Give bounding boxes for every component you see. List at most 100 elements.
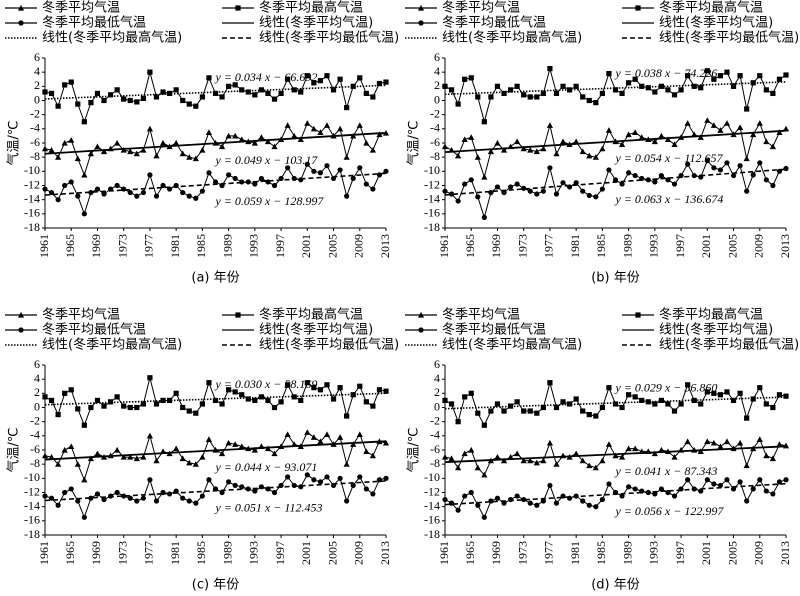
- marker-square: [547, 66, 553, 72]
- marker-circle: [226, 479, 232, 485]
- marker-triangle: [68, 137, 75, 143]
- marker-square: [363, 399, 369, 405]
- marker-square: [226, 387, 232, 393]
- marker-circle: [737, 479, 743, 485]
- marker-triangle: [186, 459, 193, 466]
- marker-triangle: [736, 439, 744, 446]
- marker-square: [166, 397, 173, 404]
- trend-line: [44, 440, 387, 461]
- x-tick-label: 1989: [220, 234, 234, 258]
- marker-circle: [737, 163, 743, 169]
- y-tick-label: 4: [434, 371, 440, 385]
- marker-triangle: [61, 139, 68, 146]
- marker-square: [383, 79, 389, 85]
- marker-circle: [593, 504, 599, 510]
- marker-triangle: [527, 457, 534, 464]
- x-tick-label: 1961: [37, 541, 51, 565]
- marker-square: [639, 397, 645, 404]
- marker-triangle: [664, 136, 672, 143]
- marker-square: [160, 89, 166, 95]
- marker-triangle: [553, 150, 560, 157]
- marker-circle: [534, 191, 540, 197]
- marker-circle: [685, 161, 691, 167]
- marker-triangle: [153, 152, 160, 159]
- y-tick-label: -2: [30, 413, 40, 427]
- marker-circle: [448, 191, 455, 197]
- marker-circle: [619, 181, 625, 187]
- marker-square: [55, 411, 61, 418]
- marker-circle: [593, 194, 599, 200]
- x-tick-label: 2013: [378, 541, 392, 565]
- marker-square: [140, 95, 146, 101]
- marker-square: [468, 75, 474, 81]
- marker-triangle: [417, 311, 425, 318]
- marker-square: [101, 97, 107, 104]
- marker-triangle: [74, 461, 81, 467]
- marker-square: [599, 404, 605, 411]
- x-tick-label: 1969: [489, 234, 503, 258]
- marker-circle: [730, 172, 737, 179]
- marker-square: [114, 394, 120, 400]
- y-tick-label: -16: [24, 206, 40, 220]
- marker-triangle: [455, 464, 462, 471]
- y-tick-label: -18: [424, 527, 440, 541]
- marker-square: [101, 403, 107, 409]
- marker-square: [527, 408, 533, 414]
- marker-triangle: [120, 453, 127, 460]
- x-tick-label: 1969: [489, 541, 503, 565]
- marker-circle: [140, 189, 146, 196]
- marker-circle: [75, 498, 81, 504]
- marker-circle: [206, 170, 212, 176]
- marker-triangle: [376, 131, 383, 138]
- marker-square: [501, 408, 507, 414]
- marker-square: [278, 399, 284, 405]
- marker-triangle: [625, 131, 632, 138]
- marker-circle: [776, 479, 783, 485]
- marker-triangle: [127, 148, 134, 155]
- legend-label: 冬季平均最低气温: [42, 322, 146, 338]
- marker-square: [763, 87, 769, 93]
- marker-square: [730, 397, 737, 404]
- marker-triangle: [120, 146, 127, 153]
- marker-triangle: [533, 148, 540, 155]
- marker-circle: [101, 496, 107, 503]
- y-axis-label: 气温/℃: [6, 121, 22, 166]
- y-tick-label: -12: [424, 484, 440, 498]
- marker-circle: [114, 489, 120, 496]
- marker-square: [566, 401, 573, 407]
- marker-square: [186, 101, 192, 107]
- marker-square: [291, 87, 297, 93]
- marker-circle: [698, 488, 704, 494]
- y-tick-label: -6: [30, 442, 40, 456]
- marker-circle: [717, 482, 724, 489]
- marker-square: [475, 410, 481, 416]
- marker-square: [737, 73, 743, 79]
- marker-triangle: [540, 145, 547, 152]
- y-tick-label: -12: [424, 177, 440, 191]
- marker-triangle: [468, 134, 475, 140]
- y-tick-label: 6: [34, 357, 40, 371]
- marker-circle: [717, 167, 724, 173]
- marker-square: [206, 380, 212, 386]
- marker-triangle: [41, 145, 49, 152]
- marker-triangle: [710, 439, 717, 446]
- marker-circle: [285, 165, 291, 171]
- legend-label: 线性(冬季平均气温): [259, 322, 373, 338]
- marker-square: [363, 90, 369, 97]
- marker-triangle: [671, 141, 678, 148]
- marker-triangle: [638, 134, 645, 140]
- marker-circle: [68, 179, 74, 185]
- marker-square: [783, 393, 789, 399]
- marker-circle: [462, 493, 468, 499]
- marker-circle: [671, 493, 678, 499]
- y-tick-label: 2: [434, 78, 440, 92]
- marker-square: [645, 85, 651, 91]
- x-tick-label: 2001: [699, 234, 713, 258]
- x-tick-label: 1985: [594, 234, 608, 258]
- marker-square: [383, 388, 389, 394]
- marker-circle: [418, 20, 424, 26]
- marker-square: [685, 73, 691, 79]
- marker-square: [75, 101, 81, 107]
